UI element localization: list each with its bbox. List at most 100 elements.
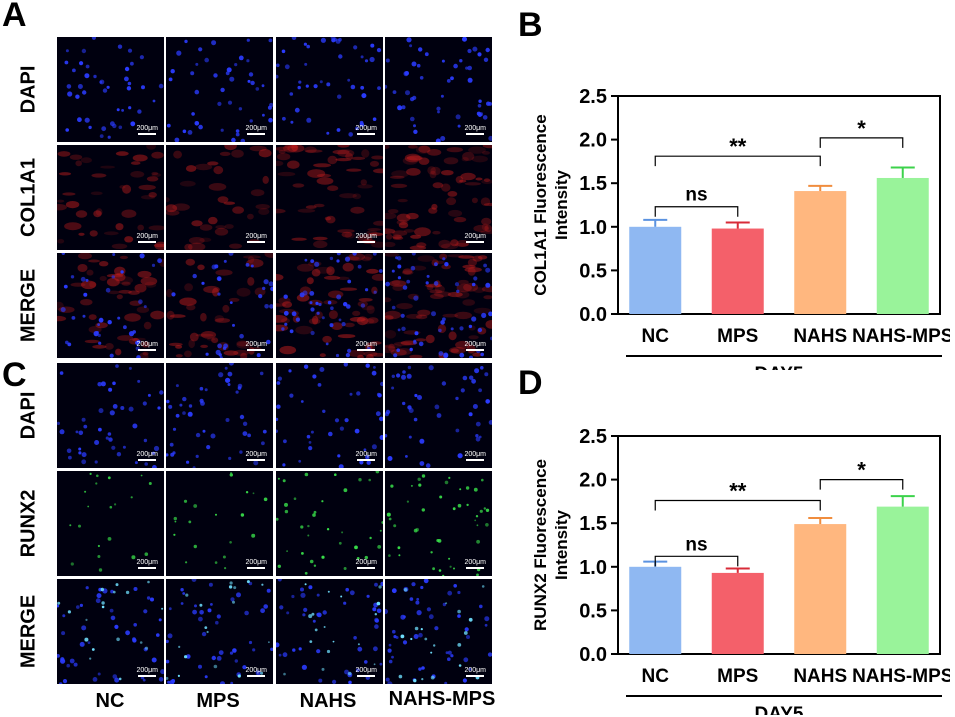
scale-bar: 200μm bbox=[136, 451, 158, 461]
micrograph-cells bbox=[173, 472, 268, 570]
bar-chart-col1a1: 0.0 0.5 1.0 1.5 2.0 2.5 COL1A1 Fluorescence Int… bbox=[531, 86, 950, 370]
y-axis-label: RUNX2 Fluorescence Intensity bbox=[531, 459, 571, 631]
x-tick-label: MPS bbox=[717, 666, 758, 687]
micrograph-cells bbox=[385, 253, 492, 358]
y-axis-label-line: Intensity bbox=[552, 170, 571, 240]
bar-mps bbox=[711, 572, 764, 654]
scale-bar: 200μm bbox=[355, 451, 377, 461]
significance-bracket bbox=[654, 206, 739, 217]
scale-bar: 200μm bbox=[245, 125, 267, 135]
scale-bar-label: 200μm bbox=[245, 125, 267, 132]
column-label-nahs-mps: NAHS-MPS bbox=[388, 688, 496, 710]
bar-mps bbox=[711, 228, 764, 314]
plot-frame bbox=[617, 435, 941, 655]
scale-bar-label: 200μm bbox=[245, 667, 267, 674]
scale-bar: 200μm bbox=[245, 451, 267, 461]
scale-bar: 200μm bbox=[464, 451, 486, 461]
micrograph-cells bbox=[276, 471, 383, 575]
micrograph-cells bbox=[166, 253, 273, 358]
y-tick-label: 1.5 bbox=[579, 173, 607, 195]
micrograph-cells bbox=[386, 474, 490, 576]
significance-label: ns bbox=[685, 185, 707, 206]
bar-nc bbox=[629, 226, 682, 314]
micrograph-a-merge-nc: 200μm bbox=[57, 253, 164, 358]
scale-bar-label: 200μm bbox=[464, 559, 486, 566]
micrograph-c-runx2-nahs: 200μm bbox=[276, 471, 383, 576]
scale-bar-label: 200μm bbox=[136, 559, 158, 566]
scale-bar: 200μm bbox=[136, 233, 158, 243]
micrograph-c-runx2-mps: 200μm bbox=[166, 471, 273, 576]
scale-bar: 200μm bbox=[136, 559, 158, 569]
scale-bar-label: 200μm bbox=[464, 667, 486, 674]
micrograph-cells bbox=[166, 579, 273, 684]
scale-bar: 200μm bbox=[355, 559, 377, 569]
row-label-merge: MERGE bbox=[17, 268, 40, 342]
micrograph-cells bbox=[276, 363, 383, 468]
y-axis-label: COL1A1 Fluorescence Intensity bbox=[531, 114, 571, 295]
micrograph-cells bbox=[276, 579, 383, 684]
micrograph-a-merge-nahs: 200μm bbox=[276, 253, 383, 358]
bar-nahs bbox=[794, 524, 847, 654]
row-label-runx2: RUNX2 bbox=[17, 489, 40, 557]
scale-bar: 200μm bbox=[245, 559, 267, 569]
significance-bracket bbox=[819, 137, 904, 148]
micrograph-a-col1a1-nahs-mps: 200μm bbox=[385, 145, 492, 250]
scale-bar-label: 200μm bbox=[245, 559, 267, 566]
scale-bar-label: 200μm bbox=[355, 341, 377, 348]
micrograph-cells bbox=[166, 363, 267, 468]
micrograph-cells bbox=[166, 38, 273, 142]
micrograph-a-col1a1-nc: 200μm bbox=[57, 145, 164, 250]
panel-letter-c: C bbox=[2, 356, 27, 394]
micrograph-a-col1a1-mps: 200μm bbox=[166, 145, 273, 250]
scale-bar-label: 200μm bbox=[355, 451, 377, 458]
micrograph-cells bbox=[276, 253, 383, 358]
scale-bar-label: 200μm bbox=[464, 341, 486, 348]
micrograph-c-merge-mps: 200μm bbox=[166, 579, 273, 684]
micrograph-a-dapi-nc: 200μm bbox=[57, 37, 164, 142]
row-label-dapi: DAPI bbox=[17, 65, 40, 113]
y-tick-label: 0.5 bbox=[579, 260, 607, 282]
bar-nahs bbox=[794, 191, 847, 314]
significance-label: ns bbox=[685, 534, 707, 555]
scale-bar-label: 200μm bbox=[245, 451, 267, 458]
significance-label: ** bbox=[729, 134, 747, 159]
scale-bar: 200μm bbox=[136, 667, 158, 677]
scale-bar-label: 200μm bbox=[355, 233, 377, 240]
x-tick-label: NAHS bbox=[793, 666, 847, 687]
x-tick-label: NAHS-MPS bbox=[852, 666, 950, 687]
significance-bracket bbox=[654, 499, 821, 511]
scale-bar-label: 200μm bbox=[245, 233, 267, 240]
scale-bar: 200μm bbox=[355, 233, 377, 243]
scale-bar-label: 200μm bbox=[355, 559, 377, 566]
micrograph-c-runx2-nahs-mps: 200μm bbox=[385, 471, 492, 576]
scale-bar: 200μm bbox=[245, 341, 267, 351]
x-tick-label: NAHS bbox=[793, 326, 847, 347]
column-label-mps: MPS bbox=[196, 690, 240, 712]
significance-bracket bbox=[654, 555, 739, 567]
micrograph-a-dapi-nahs: 200μm bbox=[276, 37, 383, 142]
scale-bar-label: 200μm bbox=[136, 341, 158, 348]
row-label-merge: MERGE bbox=[17, 594, 40, 668]
micrograph-cells bbox=[166, 145, 272, 250]
scale-bar: 200μm bbox=[355, 341, 377, 351]
micrograph-cells bbox=[57, 364, 164, 468]
panel-letter-a: A bbox=[2, 0, 27, 34]
micrograph-a-dapi-mps: 200μm bbox=[166, 37, 273, 142]
scale-bar: 200μm bbox=[355, 125, 377, 135]
y-tick-label: 1.0 bbox=[579, 557, 607, 579]
significance-label: * bbox=[857, 458, 866, 483]
micrograph-a-merge-nahs-mps: 200μm bbox=[385, 253, 492, 358]
micrograph-c-merge-nc: 200μm bbox=[57, 579, 164, 684]
scale-bar: 200μm bbox=[464, 233, 486, 243]
scale-bar: 200μm bbox=[136, 125, 158, 135]
row-label-col1a1: COL1A1 bbox=[17, 157, 40, 237]
micrograph-cells bbox=[64, 37, 164, 139]
micrograph-cells bbox=[385, 37, 492, 142]
scale-bar-label: 200μm bbox=[355, 125, 377, 132]
micrograph-c-dapi-mps: 200μm bbox=[166, 363, 273, 468]
micrograph-cells bbox=[276, 145, 383, 249]
scale-bar-label: 200μm bbox=[136, 125, 158, 132]
scale-bar-label: 200μm bbox=[464, 233, 486, 240]
significance-bracket bbox=[654, 155, 821, 167]
significance-label: * bbox=[857, 116, 866, 141]
